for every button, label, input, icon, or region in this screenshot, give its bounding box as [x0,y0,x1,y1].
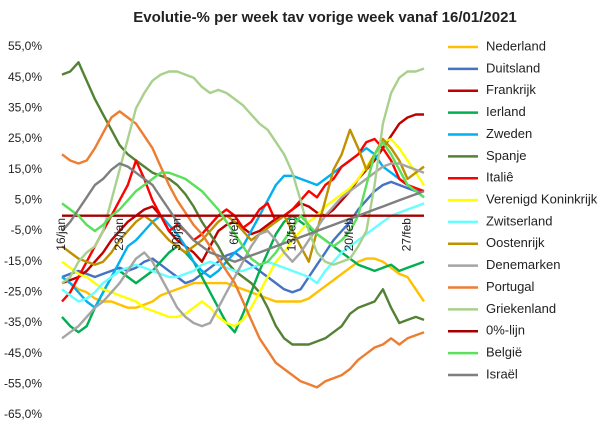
legend-label: België [486,345,522,360]
series-line [61,214,425,334]
legend-label: Ierland [486,104,526,119]
y-tick-label: -5,0% [11,223,43,237]
series-line [61,162,425,263]
x-tick-label: 20/feb [342,218,356,252]
y-tick-label: -45,0% [4,346,42,360]
x-tick-label: 30/jan [169,218,183,251]
legend-label: 0%-lijn [486,323,525,338]
x-tick-label: 16/jan [54,218,68,251]
legend-label: Duitsland [486,60,540,75]
legend-label: Portugal [486,279,535,294]
x-tick-label: 23/jan [112,218,126,251]
y-tick-label: -35,0% [4,315,42,329]
y-tick-label: 5,0% [15,193,43,207]
series-line [61,162,425,340]
legend-label: Spanje [486,148,526,163]
legend-label: Griekenland [486,301,556,316]
legend-label: Verenigd Koninkrijk [486,192,598,207]
series-line [61,137,425,328]
legend-label: Israël [486,366,518,381]
x-tick-label: 6/feb [227,218,241,245]
series-line [61,61,425,346]
x-tick-label: 27/feb [400,218,414,252]
legend-label: Oostenrijk [486,235,545,250]
series-line [61,110,425,389]
legend-label: Zweden [486,126,532,141]
legend-label: Denemarken [486,257,560,272]
chart-title: Evolutie-% per week tav vorige week vana… [133,9,517,26]
x-tick-label: 13/feb [285,218,299,252]
legend-label: Zwitserland [486,213,552,228]
y-tick-label: 55,0% [8,39,42,53]
y-tick-label: 25,0% [8,131,42,145]
y-tick-label: -55,0% [4,377,42,391]
series-line [61,257,425,309]
series-line [61,137,425,303]
y-tick-label: -65,0% [4,407,42,421]
y-tick-label: 35,0% [8,101,42,115]
series-line [61,128,425,266]
legend-label: Italiê [486,170,513,185]
y-tick-label: 45,0% [8,70,42,84]
y-tick-label: -15,0% [4,254,42,268]
legend-label: Frankrijk [486,82,536,97]
legend-label: Nederland [486,38,546,53]
series-line [61,67,425,285]
y-tick-label: 15,0% [8,162,42,176]
y-tick-label: -25,0% [4,285,42,299]
series-line [61,140,425,266]
